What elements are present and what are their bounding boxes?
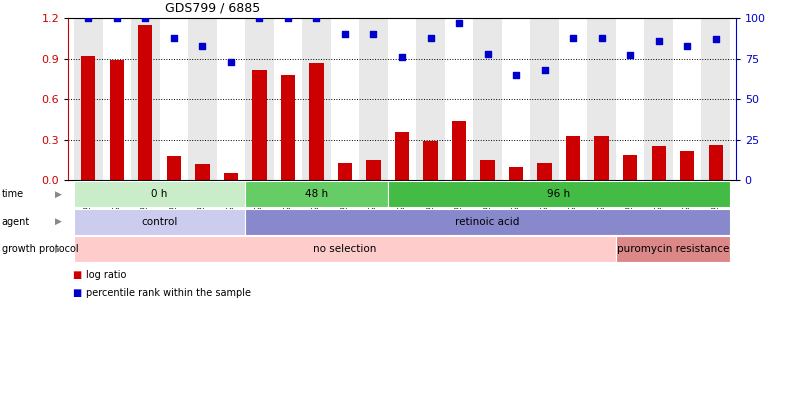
Text: retinoic acid: retinoic acid [454, 217, 519, 227]
Text: ▶: ▶ [55, 245, 62, 254]
Bar [359, 18, 387, 180]
Bar [131, 18, 160, 180]
Bar [587, 18, 615, 180]
Point [196, 43, 209, 49]
Point [651, 38, 664, 44]
Text: log ratio: log ratio [86, 270, 126, 279]
Point [566, 34, 579, 41]
Bar [366, 160, 380, 180]
Point [167, 34, 180, 41]
Bar [160, 18, 188, 180]
Bar [700, 18, 729, 180]
Point [680, 43, 693, 49]
Bar [501, 18, 530, 180]
Point [708, 36, 721, 43]
Point [338, 31, 351, 38]
Bar [508, 167, 523, 180]
Bar [593, 136, 608, 180]
Text: no selection: no selection [313, 244, 376, 254]
Bar [109, 60, 124, 180]
Bar [387, 18, 416, 180]
Text: ■: ■ [72, 288, 82, 298]
Bar [280, 75, 295, 180]
Point [537, 67, 550, 73]
Bar [138, 25, 153, 180]
Bar [302, 18, 330, 180]
Bar [74, 18, 103, 180]
Bar [565, 136, 580, 180]
Bar [473, 18, 501, 180]
Text: ▶: ▶ [55, 217, 62, 226]
Point [139, 15, 152, 21]
Bar [536, 163, 551, 180]
Bar [679, 151, 694, 180]
Point [253, 15, 266, 21]
Text: 48 h: 48 h [304, 189, 328, 199]
Bar [558, 18, 587, 180]
Bar [615, 18, 643, 180]
Bar [423, 141, 437, 180]
Bar [216, 18, 245, 180]
Bar [394, 132, 409, 180]
Point [623, 52, 636, 59]
Point [509, 72, 522, 78]
Bar [480, 160, 494, 180]
Bar [451, 121, 466, 180]
Bar [330, 18, 359, 180]
Bar [530, 18, 558, 180]
Bar [81, 56, 96, 180]
Text: 96 h: 96 h [547, 189, 569, 199]
Bar [707, 145, 722, 180]
Point [480, 51, 493, 57]
Bar [444, 18, 473, 180]
Bar [643, 18, 672, 180]
Bar [650, 147, 665, 180]
Text: ▶: ▶ [55, 190, 62, 199]
Point [594, 34, 607, 41]
Bar [337, 163, 352, 180]
Text: GDS799 / 6885: GDS799 / 6885 [165, 1, 259, 14]
Text: agent: agent [2, 217, 30, 227]
Text: ■: ■ [72, 270, 82, 279]
Bar [416, 18, 444, 180]
Bar [245, 18, 273, 180]
Point [423, 34, 436, 41]
Bar [223, 173, 238, 180]
Point [310, 15, 323, 21]
Bar [166, 156, 181, 180]
Text: growth protocol: growth protocol [2, 244, 78, 254]
Text: percentile rank within the sample: percentile rank within the sample [86, 288, 251, 298]
Bar [188, 18, 216, 180]
Point [82, 15, 95, 21]
Point [110, 15, 123, 21]
Bar [672, 18, 700, 180]
Bar [252, 70, 267, 180]
Point [395, 54, 408, 60]
Text: control: control [141, 217, 177, 227]
Bar [309, 63, 323, 180]
Text: 0 h: 0 h [151, 189, 168, 199]
Text: time: time [2, 189, 24, 199]
Point [367, 31, 380, 38]
Bar [273, 18, 302, 180]
Point [281, 15, 294, 21]
Point [224, 59, 237, 65]
Text: puromycin resistance: puromycin resistance [616, 244, 728, 254]
Bar [195, 164, 210, 180]
Bar [622, 155, 637, 180]
Bar [103, 18, 131, 180]
Point [452, 20, 465, 26]
